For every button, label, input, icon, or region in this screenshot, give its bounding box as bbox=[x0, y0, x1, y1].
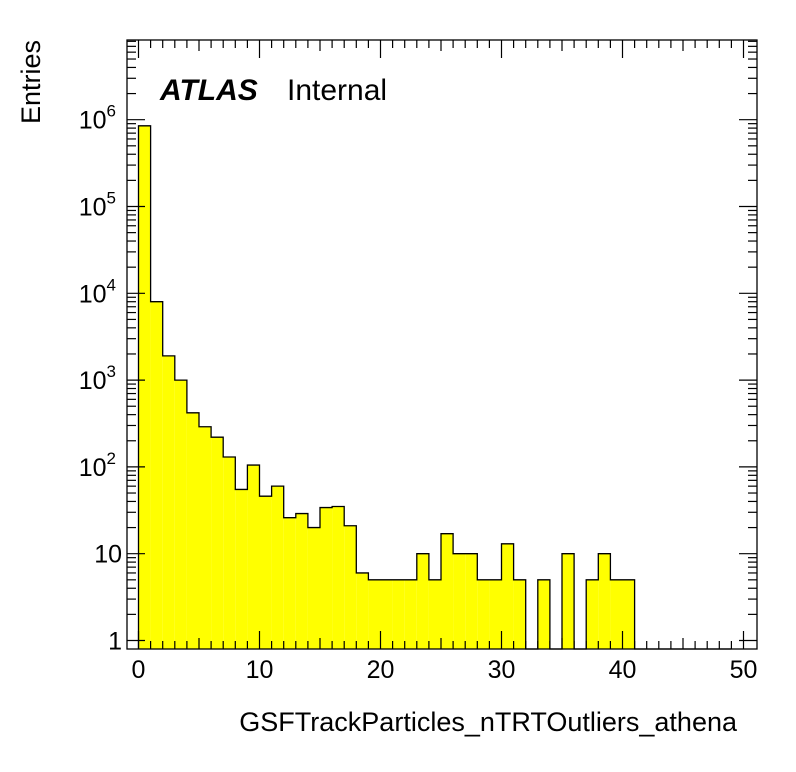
y-tick-label: 10 bbox=[94, 541, 122, 569]
histogram-bar bbox=[138, 125, 151, 650]
x-tick-label: 50 bbox=[730, 656, 758, 684]
y-tick-label-exponent: 2 bbox=[107, 449, 116, 468]
y-tick-label: 103 bbox=[79, 362, 116, 395]
histogram-bar bbox=[307, 527, 320, 649]
y-tick-label-base: 10 bbox=[79, 107, 107, 135]
y-tick-label-base: 10 bbox=[79, 194, 107, 222]
histogram-bar bbox=[477, 579, 490, 649]
x-tick-label: 0 bbox=[132, 656, 146, 684]
histogram-bar bbox=[162, 355, 175, 649]
histogram-bar bbox=[586, 579, 599, 649]
histogram-bar bbox=[598, 553, 611, 649]
histogram-bar bbox=[465, 553, 478, 649]
histogram-bar bbox=[416, 553, 429, 649]
histogram-bar bbox=[356, 572, 369, 649]
histogram-outline bbox=[137, 125, 732, 650]
atlas-label: ATLAS bbox=[159, 74, 258, 107]
histogram-bar bbox=[247, 465, 260, 649]
y-tick-label-base: 10 bbox=[79, 454, 107, 482]
histogram-bar bbox=[441, 533, 454, 649]
histogram-bar bbox=[186, 412, 199, 649]
histogram-bar bbox=[428, 579, 441, 649]
plot-frame bbox=[126, 39, 758, 650]
y-axis-title: Entries bbox=[16, 40, 46, 124]
histogram-bar bbox=[392, 579, 405, 649]
histogram-bar bbox=[501, 543, 514, 649]
y-tick-label: 104 bbox=[79, 275, 116, 308]
y-tick-label: 106 bbox=[79, 102, 116, 135]
histogram-bar bbox=[610, 579, 623, 649]
y-tick-label-base: 10 bbox=[79, 280, 107, 308]
histogram-bar bbox=[150, 301, 163, 649]
y-tick-label-exponent: 5 bbox=[107, 189, 116, 208]
histogram-bar bbox=[211, 437, 224, 649]
x-axis-title: GSFTrackParticles_nTRTOutliers_athena bbox=[239, 707, 738, 737]
internal-label: Internal bbox=[287, 74, 387, 107]
histogram-bar bbox=[283, 517, 296, 649]
histogram-bar bbox=[489, 579, 502, 649]
histogram-bar bbox=[174, 380, 187, 649]
x-tick-label: 30 bbox=[488, 656, 516, 684]
y-tick-label-exponent: 4 bbox=[107, 275, 116, 294]
y-tick-label-exponent: 6 bbox=[107, 102, 116, 121]
histogram-bar bbox=[235, 489, 248, 649]
x-tick-label: 20 bbox=[367, 656, 395, 684]
histogram-bar bbox=[332, 506, 345, 649]
y-tick-label: 1 bbox=[108, 628, 122, 656]
y-tick-label: 102 bbox=[79, 449, 116, 482]
histogram-bar bbox=[537, 579, 550, 649]
y-tick-label-base: 10 bbox=[79, 367, 107, 395]
histogram-bar bbox=[622, 579, 635, 649]
histogram-bar bbox=[404, 579, 417, 649]
histogram-bar bbox=[320, 507, 333, 649]
histogram-bars bbox=[137, 125, 732, 650]
y-tick-label-exponent: 3 bbox=[107, 362, 116, 381]
histogram-bar bbox=[259, 496, 272, 649]
histogram-bar bbox=[344, 525, 357, 649]
histogram-bar bbox=[453, 553, 466, 649]
histogram-bar bbox=[223, 457, 236, 649]
histogram-bar bbox=[562, 553, 575, 649]
y-tick-label: 105 bbox=[79, 189, 116, 222]
histogram-bar bbox=[513, 579, 526, 649]
histogram-bar bbox=[295, 513, 308, 649]
axis-ticks bbox=[127, 40, 757, 649]
x-tick-label: 10 bbox=[246, 656, 274, 684]
histogram-bar bbox=[368, 579, 381, 649]
histogram-bar bbox=[199, 426, 212, 649]
histogram-bar bbox=[271, 486, 284, 649]
x-tick-label: 40 bbox=[609, 656, 637, 684]
histogram-bar bbox=[380, 579, 393, 649]
